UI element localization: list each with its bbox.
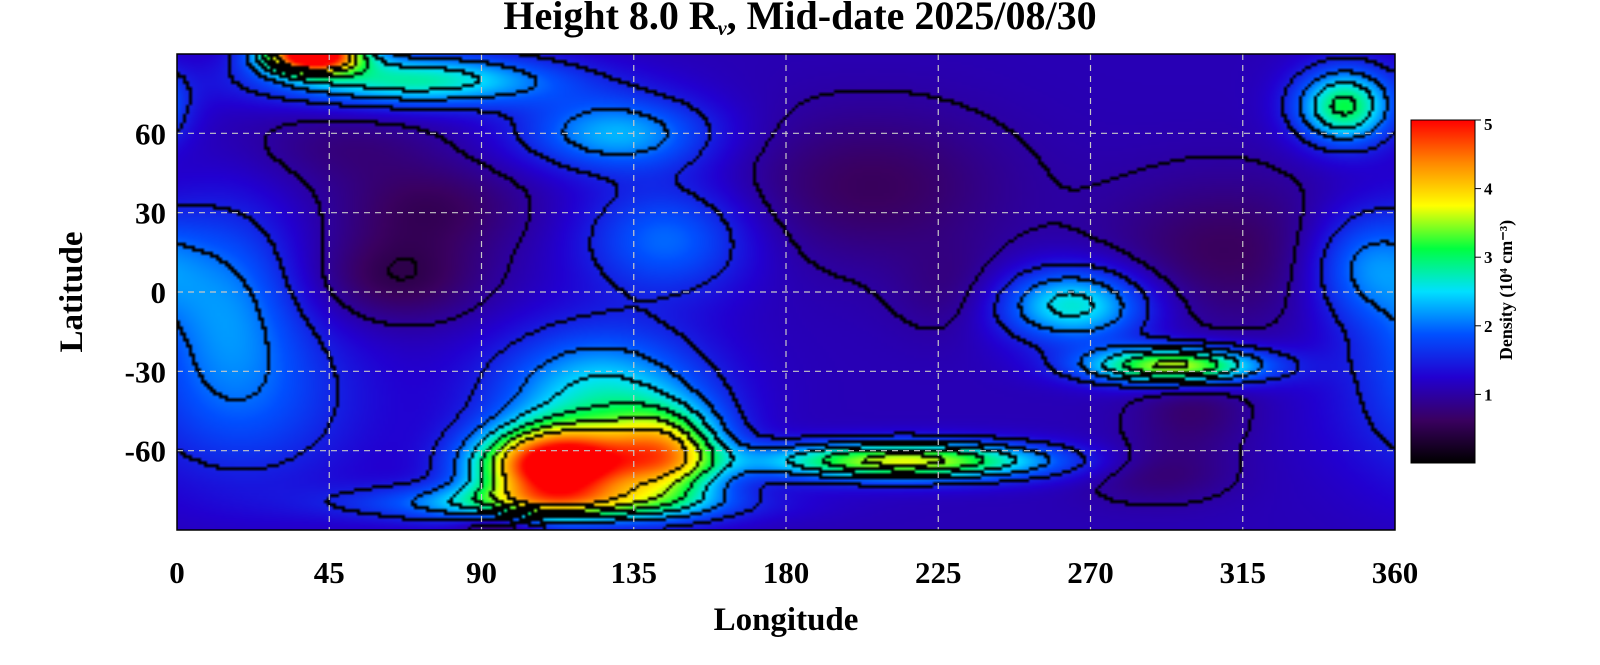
colorbar-tick-label: 2 <box>1484 317 1493 336</box>
y-tick-label: 0 <box>151 275 167 310</box>
x-tick-label: 270 <box>1067 555 1114 590</box>
colorbar-tick-label: 1 <box>1484 385 1493 404</box>
y-tick-labels: 60 30 0 -30 -60 <box>125 116 166 468</box>
colorbar-tick-label: 4 <box>1484 180 1493 199</box>
colorbar-ticks: 1 2 3 4 5 <box>1475 115 1493 404</box>
x-tick-labels: 0 45 90 135 180 225 270 315 360 <box>169 555 1418 590</box>
title-main: Height 8.0 R <box>503 0 718 38</box>
colorbar-label: Density (10⁴ cm⁻³) <box>1496 220 1517 360</box>
plot-frame <box>176 53 1396 531</box>
x-tick-label: 0 <box>169 555 185 590</box>
grid-lines <box>177 54 1395 530</box>
title-subscript: ν <box>717 18 727 40</box>
x-tick-label: 90 <box>466 555 497 590</box>
colorbar-tick-label: 3 <box>1484 248 1493 267</box>
x-tick-label: 360 <box>1372 555 1419 590</box>
y-tick-label: -30 <box>125 354 166 389</box>
chart-title: Height 8.0 Rν, Mid-date 2025/08/30 <box>0 0 1600 41</box>
x-tick-label: 135 <box>611 555 658 590</box>
x-tick-label: 225 <box>915 555 962 590</box>
x-tick-label: 315 <box>1220 555 1267 590</box>
y-tick-label: -60 <box>125 434 166 469</box>
x-tick-label: 180 <box>763 555 810 590</box>
colorbar-tick-label: 5 <box>1484 115 1493 134</box>
y-tick-label: 60 <box>135 116 166 151</box>
colorbar <box>1410 119 1476 464</box>
title-rest: , Mid-date 2025/08/30 <box>726 0 1097 38</box>
y-axis-label: Latitude <box>54 231 90 352</box>
x-tick-label: 45 <box>314 555 345 590</box>
y-tick-label: 30 <box>135 196 166 231</box>
x-axis-label: Longitude <box>714 602 859 638</box>
